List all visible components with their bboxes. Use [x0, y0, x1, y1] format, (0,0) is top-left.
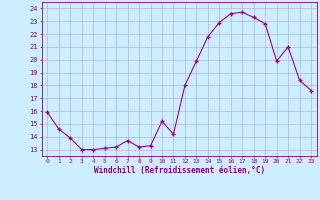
X-axis label: Windchill (Refroidissement éolien,°C): Windchill (Refroidissement éolien,°C)	[94, 166, 265, 175]
